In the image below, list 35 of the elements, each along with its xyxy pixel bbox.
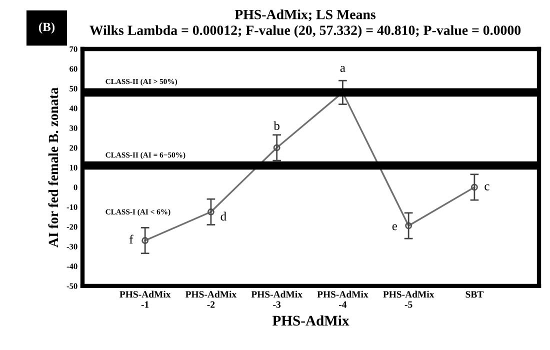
x-tick-label: PHS-AdMix -1 bbox=[120, 290, 171, 308]
point bbox=[273, 144, 280, 152]
point bbox=[142, 237, 149, 244]
point bbox=[470, 184, 478, 191]
text: (B) bbox=[38, 22, 55, 34]
y-tick-label: 30 bbox=[70, 125, 78, 131]
chart-title: PHS-AdMix; LS Means bbox=[234, 9, 376, 22]
y-tick-label: 20 bbox=[70, 145, 78, 151]
annotation: c bbox=[484, 184, 490, 190]
point bbox=[207, 208, 214, 216]
y-tick-label: -10 bbox=[66, 204, 78, 210]
x-tick-label: PHS-AdMix -3 bbox=[251, 290, 302, 308]
y-tick-label: 60 bbox=[70, 66, 78, 72]
annotation: d bbox=[220, 212, 226, 221]
annotation: b bbox=[274, 121, 280, 130]
x-tick-label: PHS-AdMix -5 bbox=[383, 290, 434, 308]
annotation: e bbox=[392, 224, 398, 230]
y-tick-label: -20 bbox=[66, 224, 78, 230]
y-tick-label: -30 bbox=[66, 244, 78, 250]
x-tick-label: SBT bbox=[466, 291, 484, 298]
y-axis-title: AI for fed female B. zonata bbox=[48, 88, 58, 248]
y-tick-label: -40 bbox=[66, 264, 78, 270]
chart-subtitle: Wilks Lambda = 0.00012; F-value (20, 57.332) = 40.810; P-value = 0.0000 bbox=[90, 25, 521, 38]
x-tick-label: PHS-AdMix -2 bbox=[185, 290, 237, 308]
y-tick-label: -50 bbox=[66, 283, 78, 289]
y-tick-label: 70 bbox=[70, 46, 78, 52]
y-tick-label: 10 bbox=[70, 164, 78, 170]
x-axis-title: PHS-AdMix bbox=[272, 315, 350, 326]
annotation: f bbox=[129, 234, 134, 244]
y-tick-label: 40 bbox=[69, 106, 78, 112]
y-tick-label: 0 bbox=[74, 184, 78, 190]
x-tick-label: PHS-AdMix -4 bbox=[317, 290, 368, 308]
point bbox=[405, 222, 412, 230]
y-tick-label: 50 bbox=[70, 86, 78, 92]
annotation: a bbox=[340, 66, 346, 72]
